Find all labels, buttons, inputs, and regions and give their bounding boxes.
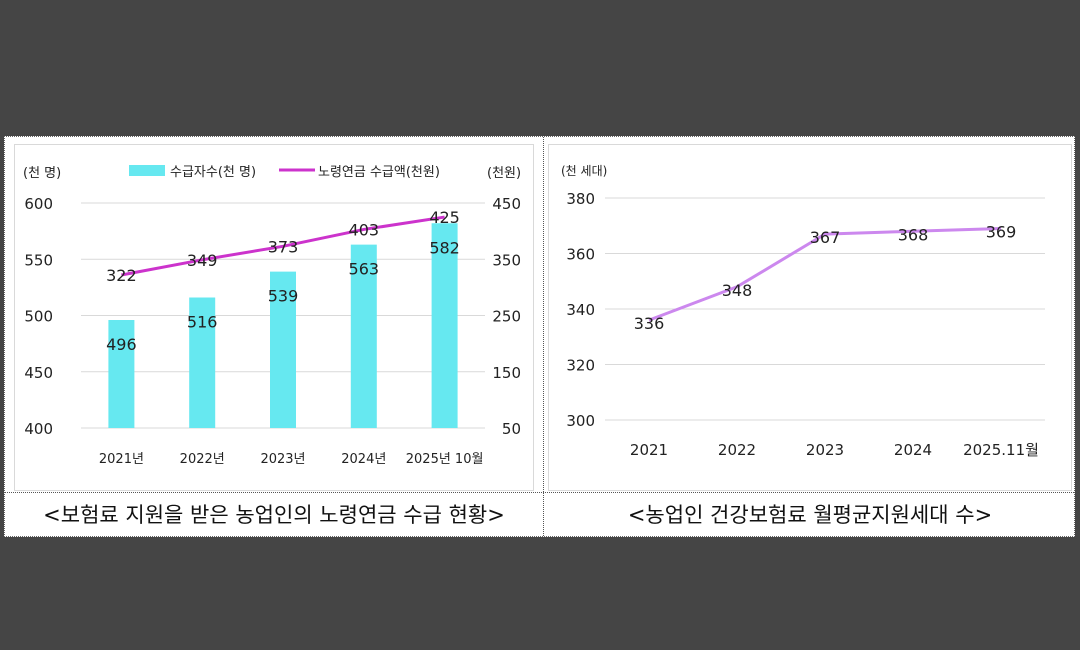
y-right-tick-label: 250 — [492, 308, 521, 326]
vertical-divider — [543, 137, 544, 536]
line-value-label: 403 — [349, 220, 380, 239]
bar-value-label: 563 — [349, 260, 380, 279]
y-tick-label: 380 — [566, 190, 595, 208]
bar — [350, 244, 377, 428]
figure-panel: 400 450 500 550 600 50 150 250 350 450 (천 명) (천원) 수급… — [4, 136, 1075, 537]
y-tick-label: 300 — [566, 412, 595, 430]
y-right-tick-label: 350 — [492, 251, 521, 269]
households-chart: 300 320 340 360 380 (천 세대) 336 348 367 368 369 2021… — [548, 144, 1072, 491]
y-right-tick-label: 50 — [502, 420, 521, 438]
line-value-label: 336 — [634, 314, 665, 333]
y-tick-label: 320 — [566, 357, 595, 375]
x-tick-label: 2022년 — [180, 452, 225, 467]
line-value-label: 368 — [898, 225, 929, 244]
pension-chart-svg: 400 450 500 550 600 50 150 250 350 450 (천 명) (천원) 수급… — [23, 165, 521, 467]
x-tick-label: 2023 — [806, 441, 844, 459]
line-value-label: 369 — [986, 223, 1017, 242]
households-chart-caption: <농업인 건강보험료 월평균지원세대 수> — [627, 503, 993, 527]
y-right-tick-label: 450 — [492, 195, 521, 213]
legend-line-label: 노령연금 수급액(천원) — [318, 165, 440, 180]
y-left-tick-label: 500 — [24, 308, 53, 326]
households-line — [648, 227, 1002, 322]
bar-value-label: 539 — [268, 287, 299, 306]
bar-value-label: 496 — [106, 335, 137, 354]
y-right-unit: (천원) — [487, 166, 521, 181]
line-value-label: 425 — [429, 208, 460, 227]
x-tick-label: 2023년 — [260, 452, 305, 467]
bar — [108, 320, 135, 428]
y-tick-label: 340 — [566, 301, 595, 319]
bar — [431, 223, 458, 428]
line-value-label: 373 — [268, 237, 299, 256]
bar-value-label: 516 — [187, 313, 218, 332]
y-axis-unit: (천 세대) — [561, 163, 607, 178]
y-left-tick-label: 400 — [24, 420, 53, 438]
horizontal-divider — [5, 492, 1074, 493]
x-tick-label: 2025.11월 — [963, 441, 1039, 459]
legend-bar-label: 수급자수(천 명) — [170, 165, 256, 180]
bar — [270, 271, 296, 428]
x-tick-label: 2021 — [630, 441, 668, 459]
line-value-label: 322 — [106, 266, 137, 285]
y-right-tick-label: 150 — [492, 364, 521, 382]
pension-chart: 400 450 500 550 600 50 150 250 350 450 (천 명) (천원) 수급… — [14, 144, 534, 491]
line-value-label: 367 — [810, 228, 841, 247]
pension-line — [121, 215, 445, 277]
x-tick-label: 2022 — [718, 441, 756, 459]
pension-chart-caption: <보험료 지원을 받은 농업인의 노령연금 수급 현황> — [43, 503, 505, 527]
y-left-tick-label: 550 — [24, 251, 53, 269]
legend-bar-swatch — [129, 165, 165, 176]
x-tick-label: 2025년 10월 — [406, 452, 484, 467]
y-left-unit: (천 명) — [23, 166, 61, 181]
bar-value-label: 582 — [429, 238, 460, 257]
bar — [189, 297, 216, 428]
line-value-label: 348 — [722, 281, 753, 300]
y-left-tick-label: 600 — [24, 195, 53, 213]
x-tick-label: 2021년 — [99, 452, 144, 467]
x-tick-label: 2024년 — [341, 452, 386, 467]
line-value-label: 349 — [187, 251, 218, 270]
x-tick-label: 2024 — [894, 441, 932, 459]
y-left-tick-label: 450 — [24, 364, 53, 382]
households-chart-svg: 300 320 340 360 380 (천 세대) 336 348 367 368 369 2021… — [561, 163, 1045, 459]
y-tick-label: 360 — [566, 246, 595, 264]
